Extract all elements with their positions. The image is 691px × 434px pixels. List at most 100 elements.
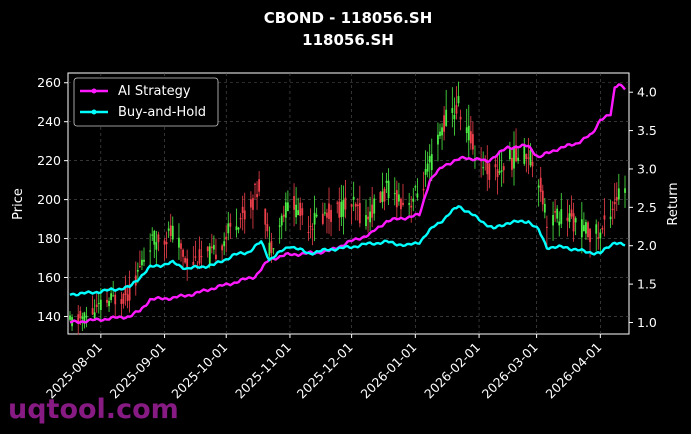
candle-body — [445, 109, 448, 126]
candle-body — [496, 169, 499, 178]
return-lines — [69, 83, 626, 325]
candle-body — [617, 188, 620, 200]
candle-body — [149, 250, 152, 252]
candle-body — [178, 237, 180, 248]
candle-body — [523, 144, 526, 164]
candle-body — [165, 242, 168, 245]
candle-body — [237, 227, 240, 230]
candle-body — [383, 188, 386, 202]
candle-body — [539, 177, 542, 192]
candle-body — [381, 191, 384, 202]
y-tick-label: 140 — [37, 309, 61, 324]
candle-body — [513, 147, 515, 169]
candle-body — [568, 213, 571, 223]
y-tick-label: 180 — [37, 231, 61, 246]
candle-body — [112, 295, 115, 297]
legend-label-bh: Buy-and-Hold — [118, 105, 206, 120]
candle-body — [69, 315, 71, 320]
candle-body — [239, 218, 242, 220]
candle-body — [354, 203, 357, 207]
candle-body — [615, 197, 618, 201]
candle-body — [511, 157, 513, 170]
candle-body — [280, 215, 283, 226]
candle-body — [124, 286, 127, 295]
candle-body — [457, 96, 460, 104]
candle-body — [229, 222, 232, 227]
candle-body — [552, 214, 554, 226]
candle-body — [225, 236, 228, 240]
y2-tick-label: 1.5 — [637, 277, 657, 292]
candle-body — [554, 211, 557, 213]
candle-body — [252, 198, 254, 210]
candle-body — [258, 179, 261, 192]
candle-body — [200, 256, 203, 258]
candle-body — [184, 258, 187, 263]
candle-body — [595, 224, 598, 234]
candle-body — [206, 246, 209, 252]
candle-body — [515, 145, 517, 162]
candle-body — [83, 312, 86, 324]
buy-and-hold-line — [69, 205, 626, 297]
candle-body — [128, 284, 131, 301]
candle-body — [397, 194, 400, 202]
candle-body — [412, 198, 415, 202]
candle-body — [126, 294, 129, 302]
candle-body — [597, 237, 600, 239]
y-tick-label: 240 — [37, 114, 61, 129]
candle-body — [85, 315, 88, 318]
ai-strategy-line — [69, 83, 626, 325]
candle-body — [566, 217, 569, 221]
candle-body — [611, 208, 614, 211]
candle-body — [428, 155, 431, 163]
candle-body — [356, 204, 359, 207]
candle-body — [286, 202, 289, 212]
candle-body — [212, 245, 215, 250]
candle-body — [264, 208, 267, 225]
candle-body — [114, 294, 117, 305]
candle-body — [541, 190, 544, 205]
candle-body — [198, 249, 201, 264]
candle-body — [451, 108, 454, 113]
candle-body — [482, 167, 485, 169]
y-tick-label: 200 — [37, 192, 61, 207]
y-axis-label: Price — [11, 188, 26, 220]
candle-body — [313, 212, 316, 225]
candle-body — [560, 209, 563, 224]
candle-body — [469, 131, 472, 144]
candle-body — [422, 188, 425, 191]
candle-body — [344, 197, 347, 210]
candle-body — [455, 104, 458, 114]
candle-body — [570, 209, 573, 217]
candle-body — [169, 225, 172, 236]
candle-body — [545, 226, 548, 228]
candle-body — [379, 192, 382, 203]
candle-body — [402, 202, 404, 205]
candle-body — [326, 212, 328, 218]
candle-body — [307, 231, 310, 234]
candle-body — [106, 299, 108, 303]
x-tick-label: 2025-11-01 — [232, 340, 294, 402]
candle-body — [531, 161, 534, 167]
candle-body — [254, 183, 256, 185]
candle-body — [182, 249, 184, 257]
y2-tick-label: 3.0 — [637, 161, 657, 176]
candle-body — [151, 234, 154, 236]
candle-body — [171, 225, 174, 240]
candle-body — [537, 185, 540, 188]
candle-body — [572, 213, 575, 232]
candle-body — [580, 219, 583, 238]
price-candles — [69, 81, 626, 335]
candle-body — [167, 228, 170, 231]
candle-body — [309, 225, 312, 227]
chart-title: CBOND - 118056.SH — [264, 9, 433, 27]
candle-body — [599, 232, 602, 239]
candle-body — [589, 228, 591, 243]
candle-body — [272, 248, 275, 250]
candle-body — [373, 198, 376, 214]
legend-marker-bh — [91, 109, 97, 115]
candle-body — [221, 245, 224, 251]
candle-body — [498, 171, 501, 173]
candle-body — [556, 208, 559, 219]
candle-body — [223, 241, 226, 247]
candle-body — [601, 227, 604, 230]
